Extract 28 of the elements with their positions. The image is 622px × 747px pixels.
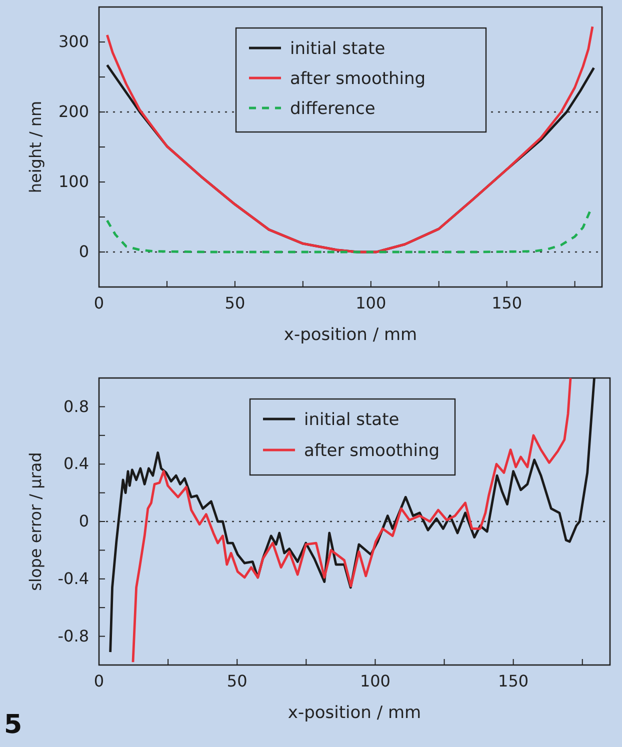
line-series <box>106 25 594 254</box>
y-tick-label: 0.8 <box>64 396 89 416</box>
y-tick-label: 0.4 <box>64 454 89 474</box>
x-tick-label: 100 <box>356 293 386 312</box>
text: 5 <box>4 710 22 740</box>
y-axis-title: height / nm <box>26 100 45 194</box>
y-tick-label: -0.8 <box>58 626 89 646</box>
y-tick-label: 0 <box>78 242 89 262</box>
y-tick-label: -0.4 <box>58 569 89 588</box>
legend-label: after smoothing <box>290 69 426 89</box>
y-axis-title: slope error / µrad <box>26 452 45 591</box>
y-tick-label: 200 <box>58 102 89 122</box>
x-axis-title: x-position / mm <box>288 703 422 723</box>
x-tick-label: 50 <box>224 293 246 312</box>
legend-label: initial state <box>290 39 386 59</box>
legend-label: initial state <box>304 410 400 430</box>
y-tick-label: 300 <box>58 32 89 52</box>
legend-label: difference <box>290 99 376 119</box>
x-tick-label: 0 <box>94 293 104 312</box>
x-tick-label: 100 <box>360 671 390 690</box>
y-tick-label: 0 <box>78 512 89 531</box>
x-tick-label: 150 <box>492 293 522 312</box>
x-tick-label: 150 <box>498 671 529 690</box>
legend-label: after smoothing <box>304 441 440 461</box>
x-tick-label: 0 <box>94 671 104 690</box>
x-axis-title: x-position / mm <box>284 325 418 345</box>
x-tick-label: 50 <box>226 671 248 690</box>
y-tick-label: 100 <box>58 172 89 192</box>
